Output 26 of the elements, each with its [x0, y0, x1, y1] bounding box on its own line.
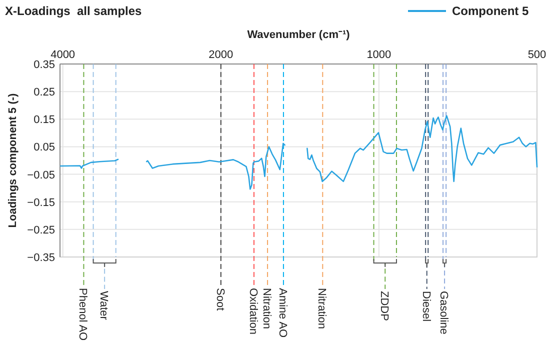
ref-line-label: Nitration [260, 288, 273, 329]
y-tick-label: 0.35 [34, 59, 55, 71]
ref-line-label: Diesel [420, 291, 432, 322]
y-tick-label: 0.25 [34, 86, 55, 99]
y-tick-label: −0.35 [27, 252, 55, 264]
ref-line-label: Gasoline [438, 291, 450, 334]
ref-line-label: Amine AO [276, 288, 288, 338]
ref-line-label: Phenol AO [76, 288, 89, 342]
ref-line-label: Oxidation [246, 288, 259, 334]
ref-line-label: Water [98, 291, 110, 320]
x-tick-label: 4000 [50, 49, 76, 61]
y-tick-label: −0.05 [27, 169, 55, 182]
x-axis-title: Wavenumber (cm⁻¹) [247, 29, 350, 41]
ref-line-label: Nitration [316, 288, 328, 329]
chart-title: X-Loadings all samples [5, 4, 142, 18]
ref-line-label: Soot [214, 288, 226, 311]
x-tick-label: 1000 [366, 49, 392, 61]
y-axis-title: Loadings component 5 (-) [7, 92, 19, 228]
x-tick-label: 500 [528, 49, 546, 61]
y-tick-label: 0.15 [34, 114, 55, 126]
y-tick-label: 0.05 [34, 142, 55, 154]
y-tick-label: −0.25 [27, 224, 55, 236]
ref-line-label: ZDDP [378, 291, 390, 321]
y-tick-label: −0.15 [27, 196, 55, 209]
x-tick-label: 2000 [208, 49, 234, 61]
legend-label: Component 5 [452, 4, 529, 18]
